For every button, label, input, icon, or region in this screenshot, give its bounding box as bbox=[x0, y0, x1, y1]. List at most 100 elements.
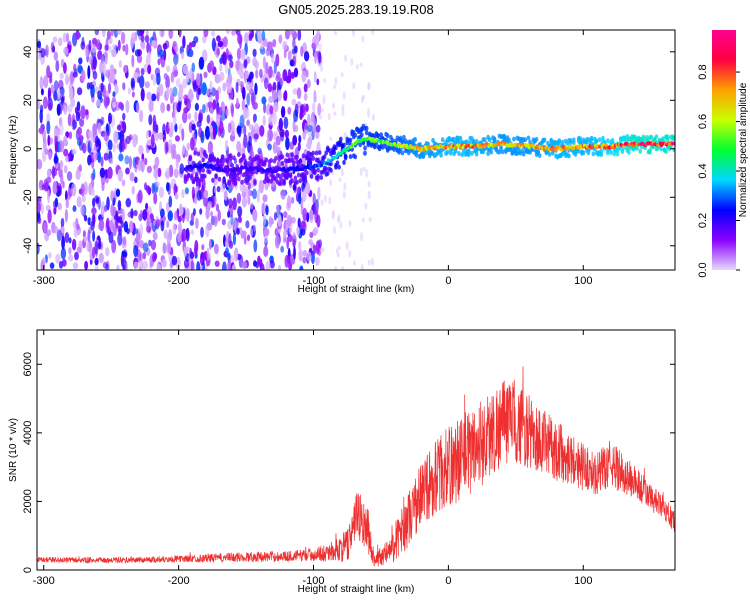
spectrogram-noise-cell bbox=[320, 64, 323, 73]
spectrogram-noise-cell bbox=[116, 124, 122, 131]
spectrogram-noise-cell bbox=[55, 253, 61, 264]
spectrogram-noise-cell bbox=[311, 42, 316, 49]
colorbar-tick-label: 0.8 bbox=[697, 64, 709, 79]
spectrogram-noise-cell bbox=[139, 209, 143, 220]
spectrogram-noise-cell bbox=[119, 130, 125, 143]
spectrogram-noise-cell bbox=[338, 177, 342, 182]
spectrogram-noise-cell bbox=[53, 90, 58, 102]
spectrogram-noise-cell bbox=[179, 163, 185, 175]
spectrogram-noise-cell bbox=[92, 168, 96, 181]
spectrogram-noise-cell bbox=[134, 49, 141, 57]
spectrogram-noise-cell bbox=[193, 245, 198, 256]
spectrogram-noise-cell bbox=[314, 256, 320, 266]
spectrogram-noise-cell bbox=[174, 123, 178, 133]
spectrogram-noise-cell bbox=[108, 45, 112, 53]
spectrogram-noise-cell bbox=[173, 114, 177, 126]
spectrogram-noise-cell bbox=[334, 76, 338, 86]
colorbar-tick-label: 0.2 bbox=[697, 213, 709, 228]
spectrogram-noise-cell bbox=[59, 159, 63, 171]
spectrogram-ridge-halo bbox=[342, 160, 346, 165]
spectrogram-noise-cell bbox=[51, 165, 56, 179]
spectrogram-noise-cell bbox=[277, 264, 282, 270]
spectrogram-noise-cell bbox=[41, 184, 46, 191]
spectrogram-noise-cell bbox=[190, 137, 195, 151]
spectrogram-ridge-halo bbox=[230, 163, 235, 168]
spectrogram-noise-cell bbox=[112, 43, 117, 50]
spectrogram-ridge-halo bbox=[507, 137, 511, 143]
spectrogram-ridge bbox=[183, 123, 675, 187]
spectrogram-ridge-halo bbox=[190, 173, 194, 179]
spectrogram-noise-cell bbox=[37, 52, 42, 61]
spectrogram-ridge-halo bbox=[225, 157, 230, 163]
spectrogram-noise-cell bbox=[130, 77, 135, 89]
snr-frame bbox=[36, 329, 676, 571]
spectrogram-noise-cell bbox=[170, 96, 174, 104]
spectrogram-noise-cell bbox=[196, 88, 200, 101]
spectrogram-ridge-halo bbox=[661, 136, 665, 142]
spectrogram-noise-cell bbox=[44, 148, 49, 155]
spectrogram-noise-cell bbox=[237, 142, 242, 156]
spectrogram-ridge-halo bbox=[194, 171, 199, 177]
spectrogram-noise-cell bbox=[89, 137, 94, 149]
spectrogram-noise-cell bbox=[67, 113, 72, 127]
spectrogram-noise-cell bbox=[48, 252, 52, 259]
spectrogram-noise-cell bbox=[286, 201, 291, 211]
spectrogram-noise-cell bbox=[226, 75, 233, 84]
spectrogram-noise-cell bbox=[101, 75, 105, 83]
spectrogram-ridge-halo bbox=[212, 156, 217, 162]
spectrogram-noise-cell bbox=[166, 103, 171, 112]
spectrogram-noise-cell bbox=[182, 78, 188, 89]
spectrogram-noise-cell bbox=[302, 256, 307, 264]
spectrogram-noise-cell bbox=[43, 75, 49, 89]
spectrogram-noise-cell bbox=[300, 46, 304, 57]
spectrogram-noise-cell bbox=[117, 200, 122, 211]
spectrogram-noise-cell bbox=[236, 192, 242, 204]
spectrogram-noise-cell bbox=[54, 197, 59, 208]
spectrogram-noise-cell bbox=[147, 186, 152, 196]
spectrogram-noise-cell bbox=[280, 131, 285, 142]
spectrogram-noise-cell bbox=[76, 87, 83, 96]
spectrogram-noise-cell bbox=[80, 41, 86, 50]
spectrogram-noise-cell bbox=[360, 232, 364, 242]
spectrogram-ridge-halo bbox=[609, 150, 613, 155]
spectrogram-noise-cell bbox=[123, 65, 128, 74]
spectrogram-noise-cell bbox=[50, 41, 55, 53]
spectrogram-noise-cell bbox=[262, 215, 267, 226]
spectrogram-ridge-halo bbox=[334, 164, 338, 170]
spectrogram-noise-cell bbox=[252, 208, 258, 222]
colorbar-tick-label: 0.4 bbox=[697, 163, 709, 178]
spectrogram-ridge-halo bbox=[317, 150, 322, 156]
spectrogram-noise-cell bbox=[152, 254, 157, 263]
spectrogram-noise-cell bbox=[283, 237, 287, 244]
spectrogram-noise-cell bbox=[352, 82, 356, 90]
spectrogram-ridge-halo bbox=[186, 172, 191, 178]
spectrogram-noise-cell bbox=[225, 108, 230, 117]
spectrogram-noise-cell bbox=[367, 190, 371, 200]
colorbar-tick-label: 0.0 bbox=[697, 262, 709, 277]
spectrogram-noise-cell bbox=[137, 189, 143, 204]
spectrogram-ridge-halo bbox=[280, 154, 285, 160]
spectrogram-noise-cell bbox=[92, 123, 97, 138]
spectrogram-noise-cell bbox=[286, 236, 290, 250]
spectrogram-noise-cell bbox=[206, 247, 210, 261]
spectrogram-noise-cell bbox=[136, 54, 143, 64]
spectrogram-noise-cell bbox=[118, 153, 124, 162]
spectrogram-ridge-halo bbox=[214, 173, 218, 179]
spectrogram-noise-cell bbox=[117, 225, 122, 233]
spectrogram-noise-cell bbox=[152, 74, 157, 86]
spectrogram-noise-cell bbox=[62, 32, 67, 43]
spectrogram-ridge-halo bbox=[665, 134, 670, 140]
spectrogram-noise-cell bbox=[162, 215, 166, 222]
spectrogram-noise-cell bbox=[134, 176, 138, 184]
spectrogram-noise-cell bbox=[315, 240, 320, 255]
spectrogram-ridge-halo bbox=[567, 153, 571, 159]
spectrogram-ridge-halo bbox=[379, 132, 384, 138]
spectrogram-ridge-halo bbox=[474, 138, 479, 144]
spectrogram-noise-cell bbox=[362, 166, 366, 172]
spectrogram-ridge-halo bbox=[269, 158, 274, 163]
spectrogram-noise-cell bbox=[42, 96, 48, 109]
spectrogram-noise-cell bbox=[121, 208, 125, 222]
spectrogram-noise-cell bbox=[339, 221, 343, 229]
spectrogram-ridge-halo bbox=[288, 173, 293, 179]
spectrogram-noise-cell bbox=[267, 143, 272, 151]
